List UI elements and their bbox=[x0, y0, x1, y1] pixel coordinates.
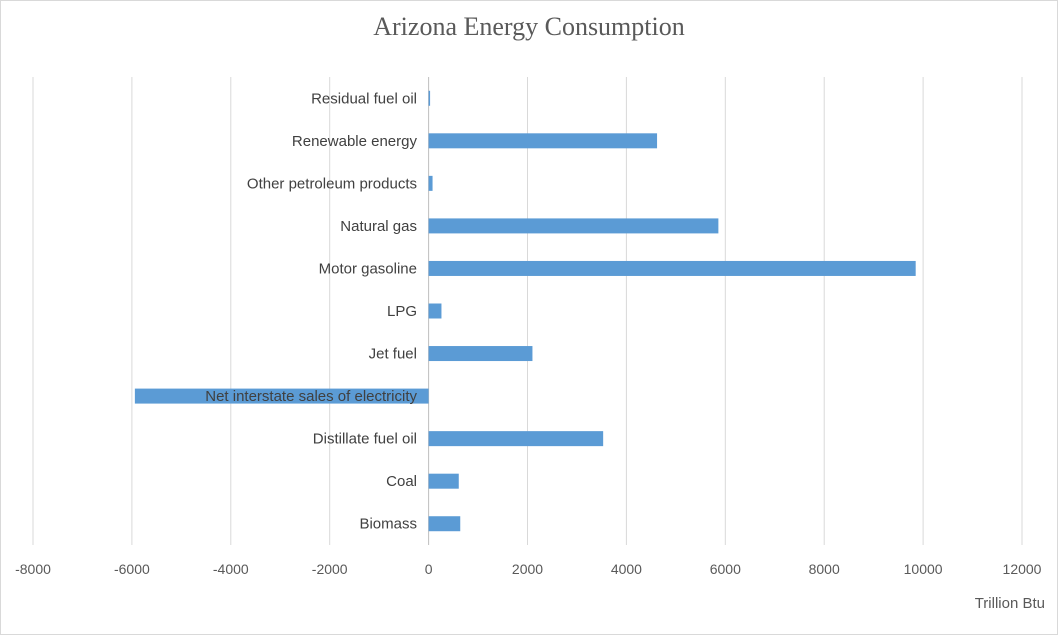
x-axis-title: Trillion Btu bbox=[975, 595, 1045, 612]
category-label: Natural gas bbox=[340, 218, 417, 235]
x-tick-label: 4000 bbox=[611, 561, 642, 577]
category-label: Other petroleum products bbox=[247, 175, 417, 192]
bar-lpg bbox=[428, 303, 442, 319]
bar-other-petroleum-products bbox=[428, 175, 433, 191]
category-label: Renewable energy bbox=[292, 133, 418, 150]
category-label: Jet fuel bbox=[369, 346, 417, 363]
x-tick-label: 6000 bbox=[710, 561, 741, 577]
category-label: Motor gasoline bbox=[319, 260, 417, 277]
x-tick-label: 10000 bbox=[904, 561, 943, 577]
category-label: LPG bbox=[387, 303, 417, 320]
chart-title: Arizona Energy Consumption bbox=[373, 12, 685, 41]
category-label: Biomass bbox=[359, 516, 417, 533]
x-tick-label: 12000 bbox=[1003, 561, 1042, 577]
bar-coal bbox=[428, 473, 459, 489]
category-label: Residual fuel oil bbox=[311, 90, 417, 107]
bar-motor-gasoline bbox=[428, 260, 916, 276]
bar-distillate-fuel-oil bbox=[428, 431, 604, 447]
bar-renewable-energy bbox=[428, 133, 658, 149]
bar-net-interstate-sales-of-electricity bbox=[134, 388, 429, 404]
x-tick-label: -8000 bbox=[15, 561, 51, 577]
category-label: Net interstate sales of electricity bbox=[205, 388, 417, 405]
bar-jet-fuel bbox=[428, 346, 533, 362]
category-label: Coal bbox=[386, 473, 417, 490]
x-tick-label: -4000 bbox=[213, 561, 249, 577]
x-tick-label: -2000 bbox=[312, 561, 348, 577]
bar-biomass bbox=[428, 516, 461, 532]
bar-natural-gas bbox=[428, 218, 719, 234]
x-tick-label: 2000 bbox=[512, 561, 543, 577]
x-tick-label: 0 bbox=[425, 561, 433, 577]
x-tick-label: 8000 bbox=[809, 561, 840, 577]
category-label: Distillate fuel oil bbox=[313, 431, 417, 448]
bar-residual-fuel-oil bbox=[428, 90, 431, 106]
x-tick-label: -6000 bbox=[114, 561, 150, 577]
